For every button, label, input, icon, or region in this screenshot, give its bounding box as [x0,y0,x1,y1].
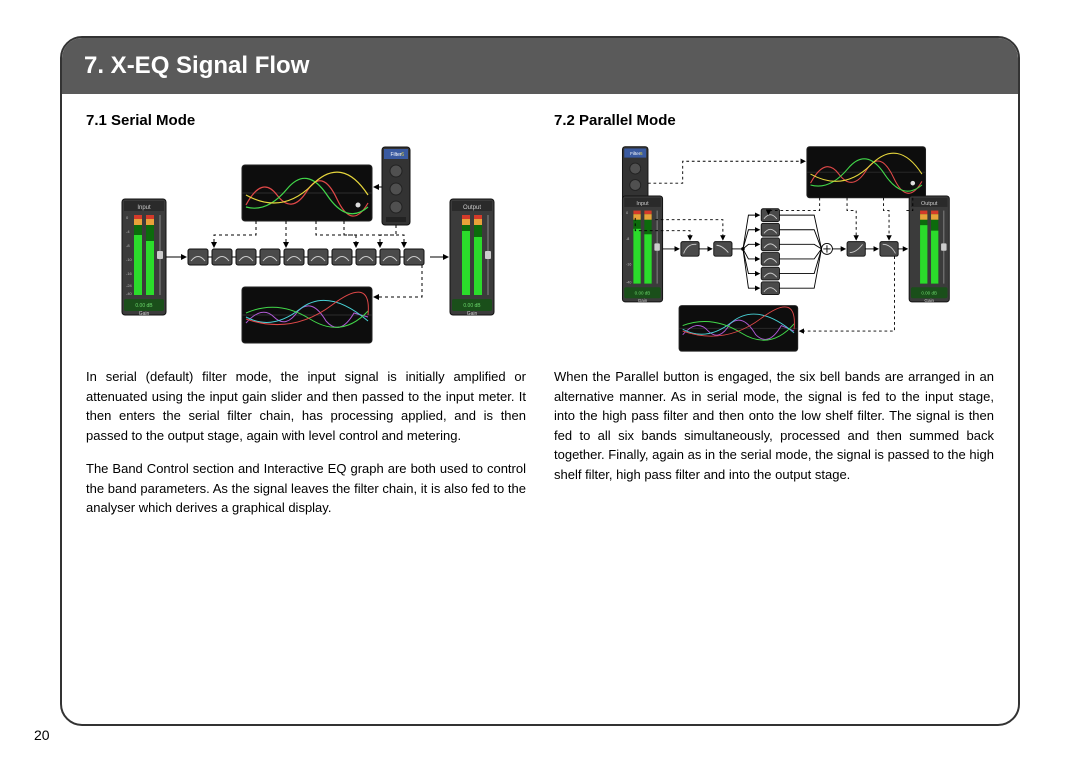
serial-para-1: In serial (default) filter mode, the inp… [86,367,526,445]
section-header: 7. X-EQ Signal Flow [62,38,1018,94]
band-control-panel: Filter 6 [382,147,410,225]
parallel-band-box [761,223,779,236]
output-gain-value: 0.00 dB [463,303,481,309]
input-gain-label: Gain [139,311,150,317]
output-meter-p: Output 0.00 dB Gain [909,196,949,303]
parallel-diagram: Filter 6 [554,143,994,353]
parallel-subhead: 7.2 Parallel Mode [554,112,994,129]
parallel-para-1: When the Parallel button is engaged, the… [554,367,994,484]
svg-text:-24: -24 [126,283,133,288]
svg-text:-10: -10 [126,257,133,262]
bottom-analyser-graph-p [679,306,798,352]
svg-text:Output: Output [921,201,938,207]
input-meter: Input 0 -4 -8 -10 [122,199,166,317]
serial-filter-chain [166,249,448,265]
input-meter-label: Input [137,205,151,211]
svg-text:6: 6 [401,152,404,158]
parallel-band-box [761,253,779,266]
content-columns: 7.1 Serial Mode Input [62,94,1018,724]
svg-text:0.00 dB: 0.00 dB [635,291,651,296]
svg-text:0: 0 [626,211,628,215]
page-number: 20 [34,727,50,743]
parallel-column: 7.2 Parallel Mode Filter 6 [554,112,994,706]
output-gain-label: Gain [467,311,478,317]
bottom-analyser-graph [242,287,372,343]
serial-column: 7.1 Serial Mode Input [86,112,526,706]
top-eq-graph [242,165,372,221]
section-title: 7. X-EQ Signal Flow [84,52,309,79]
svg-text:0.00 dB: 0.00 dB [921,291,937,296]
page-frame: 7. X-EQ Signal Flow 7.1 Serial Mode I [60,36,1020,726]
input-gain-value: 0.00 dB [135,303,153,309]
svg-text:-16: -16 [126,271,133,276]
svg-text:-40: -40 [126,291,133,296]
top-eq-graph-p [807,147,926,198]
serial-diagram: Input 0 -4 -8 -10 [86,143,526,353]
parallel-chain [663,209,908,295]
input-meter-p: Input 0 -8 -16 -40 [622,196,662,303]
output-meter: Output 0.00 dB Gain [450,199,494,317]
svg-text:Filter: Filter [390,152,401,158]
svg-text:-8: -8 [626,237,629,241]
svg-text:Input: Input [636,201,649,207]
parallel-band-box [761,267,779,280]
svg-text:Gain: Gain [924,298,934,303]
serial-para-2: The Band Control section and Interactive… [86,459,526,518]
svg-text:-40: -40 [626,281,631,285]
output-meter-label: Output [463,205,481,211]
svg-text:Gain: Gain [638,298,648,303]
svg-text:-16: -16 [626,262,631,266]
serial-subhead: 7.1 Serial Mode [86,112,526,129]
serial-diagram-svg: Input 0 -4 -8 -10 [86,143,526,353]
parallel-diagram-svg: Filter 6 [554,143,994,353]
